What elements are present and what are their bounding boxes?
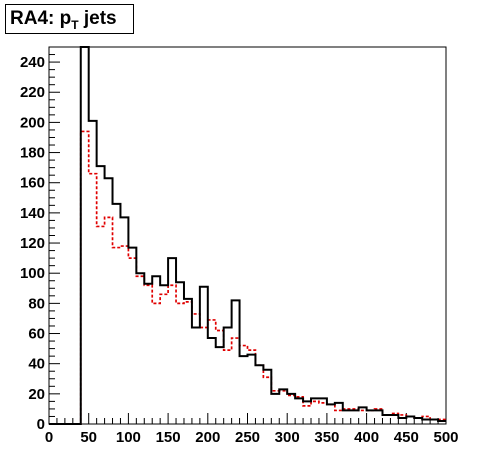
series-group [49,46,446,425]
y-tick-label: 20 [28,386,45,403]
y-tick-label: 240 [20,54,45,71]
x-tick-label: 350 [314,429,339,446]
axis-ticks [48,46,447,425]
y-tick-label: 120 [20,235,45,252]
x-tick-label: 300 [275,429,300,446]
series-solid-line [49,46,446,425]
y-tick-label: 220 [20,84,45,101]
y-tick-label: 200 [20,114,45,131]
y-tick-label: 60 [28,326,45,343]
y-tick-label: 140 [20,205,45,222]
y-tick-label: 180 [20,145,45,162]
y-tick-label: 80 [28,295,45,312]
x-tick-label: 150 [156,429,181,446]
title-main: RA4: p [10,8,72,29]
tick-labels: 0 50 100 150 200 250 300 350 400 450 500 0 20 40 60 80 1… [20,54,459,446]
y-tick-label: 0 [37,416,45,433]
x-tick-label: 500 [433,429,458,446]
y-tick-label: 40 [28,356,45,373]
x-tick-label: 450 [394,429,419,446]
x-tick-label: 0 [45,429,53,446]
series-dashed-line [49,130,446,425]
x-tick-label: 100 [116,429,141,446]
y-tick-label: 160 [20,175,45,192]
title-suffix: jets [83,8,117,29]
plot-frame [48,46,447,425]
chart-title: RA4: pT jets [5,4,134,34]
x-tick-label: 400 [354,429,379,446]
x-tick-label: 50 [80,429,97,446]
x-tick-label: 200 [195,429,220,446]
y-tick-label: 100 [20,265,45,282]
x-tick-label: 250 [235,429,260,446]
title-subscript: T [71,18,79,32]
